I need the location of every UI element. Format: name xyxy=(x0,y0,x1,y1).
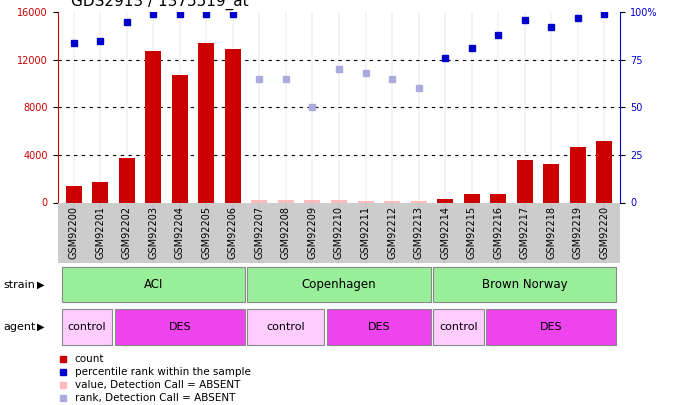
Text: control: control xyxy=(439,322,478,332)
Bar xyxy=(119,158,135,202)
Bar xyxy=(247,309,324,345)
Text: GSM92201: GSM92201 xyxy=(95,206,105,258)
Text: Brown Norway: Brown Norway xyxy=(482,278,567,291)
Bar xyxy=(357,201,374,202)
Bar xyxy=(411,201,426,202)
Text: GSM92200: GSM92200 xyxy=(68,206,79,258)
Bar xyxy=(597,141,612,202)
Text: DES: DES xyxy=(367,322,390,332)
Bar xyxy=(92,182,108,202)
Text: GSM92213: GSM92213 xyxy=(414,206,424,258)
Text: GSM92208: GSM92208 xyxy=(281,206,291,258)
Text: ▶: ▶ xyxy=(37,322,45,332)
Text: agent: agent xyxy=(3,322,36,332)
Text: GSM92204: GSM92204 xyxy=(175,206,184,258)
Text: GSM92202: GSM92202 xyxy=(121,206,132,259)
Text: DES: DES xyxy=(540,322,563,332)
Bar xyxy=(66,186,81,202)
Text: GSM92211: GSM92211 xyxy=(361,206,371,258)
Text: GSM92209: GSM92209 xyxy=(307,206,317,258)
Text: ▶: ▶ xyxy=(37,279,45,290)
Bar xyxy=(252,200,267,202)
Bar xyxy=(304,200,321,202)
Text: GSM92217: GSM92217 xyxy=(520,206,530,259)
Text: GSM92205: GSM92205 xyxy=(201,206,212,259)
Bar xyxy=(172,75,188,202)
Text: Copenhagen: Copenhagen xyxy=(302,278,376,291)
Text: GSM92214: GSM92214 xyxy=(440,206,450,258)
Text: GSM92219: GSM92219 xyxy=(573,206,583,258)
Text: control: control xyxy=(266,322,305,332)
Text: ACI: ACI xyxy=(144,278,163,291)
Text: control: control xyxy=(68,322,106,332)
Bar xyxy=(145,51,161,202)
Text: value, Detection Call = ABSENT: value, Detection Call = ABSENT xyxy=(75,380,240,390)
Bar xyxy=(486,309,616,345)
Text: GSM92216: GSM92216 xyxy=(494,206,503,258)
Bar xyxy=(198,43,214,202)
Text: GSM92212: GSM92212 xyxy=(387,206,397,259)
Bar xyxy=(62,309,112,345)
Text: GSM92207: GSM92207 xyxy=(254,206,264,259)
Text: strain: strain xyxy=(3,279,35,290)
Text: GSM92206: GSM92206 xyxy=(228,206,238,258)
Bar xyxy=(464,194,479,202)
Text: rank, Detection Call = ABSENT: rank, Detection Call = ABSENT xyxy=(75,393,235,403)
Bar xyxy=(247,266,431,303)
Text: GSM92203: GSM92203 xyxy=(148,206,158,258)
Bar xyxy=(517,160,533,202)
Bar xyxy=(490,194,506,202)
Bar xyxy=(570,147,586,202)
Bar xyxy=(327,309,431,345)
Bar xyxy=(115,309,245,345)
Bar xyxy=(433,266,616,303)
Text: GSM92215: GSM92215 xyxy=(466,206,477,259)
Bar xyxy=(331,200,347,202)
Bar xyxy=(433,309,483,345)
Bar xyxy=(437,199,453,202)
Text: GDS2913 / 1375519_at: GDS2913 / 1375519_at xyxy=(71,0,249,10)
Text: DES: DES xyxy=(168,322,191,332)
Text: GSM92220: GSM92220 xyxy=(599,206,610,259)
Text: count: count xyxy=(75,354,104,364)
Bar xyxy=(62,266,245,303)
Text: percentile rank within the sample: percentile rank within the sample xyxy=(75,367,250,377)
Text: GSM92218: GSM92218 xyxy=(546,206,557,258)
Bar xyxy=(278,200,294,202)
Bar xyxy=(384,201,400,202)
Bar xyxy=(225,49,241,202)
Text: GSM92210: GSM92210 xyxy=(334,206,344,258)
Bar xyxy=(543,164,559,202)
